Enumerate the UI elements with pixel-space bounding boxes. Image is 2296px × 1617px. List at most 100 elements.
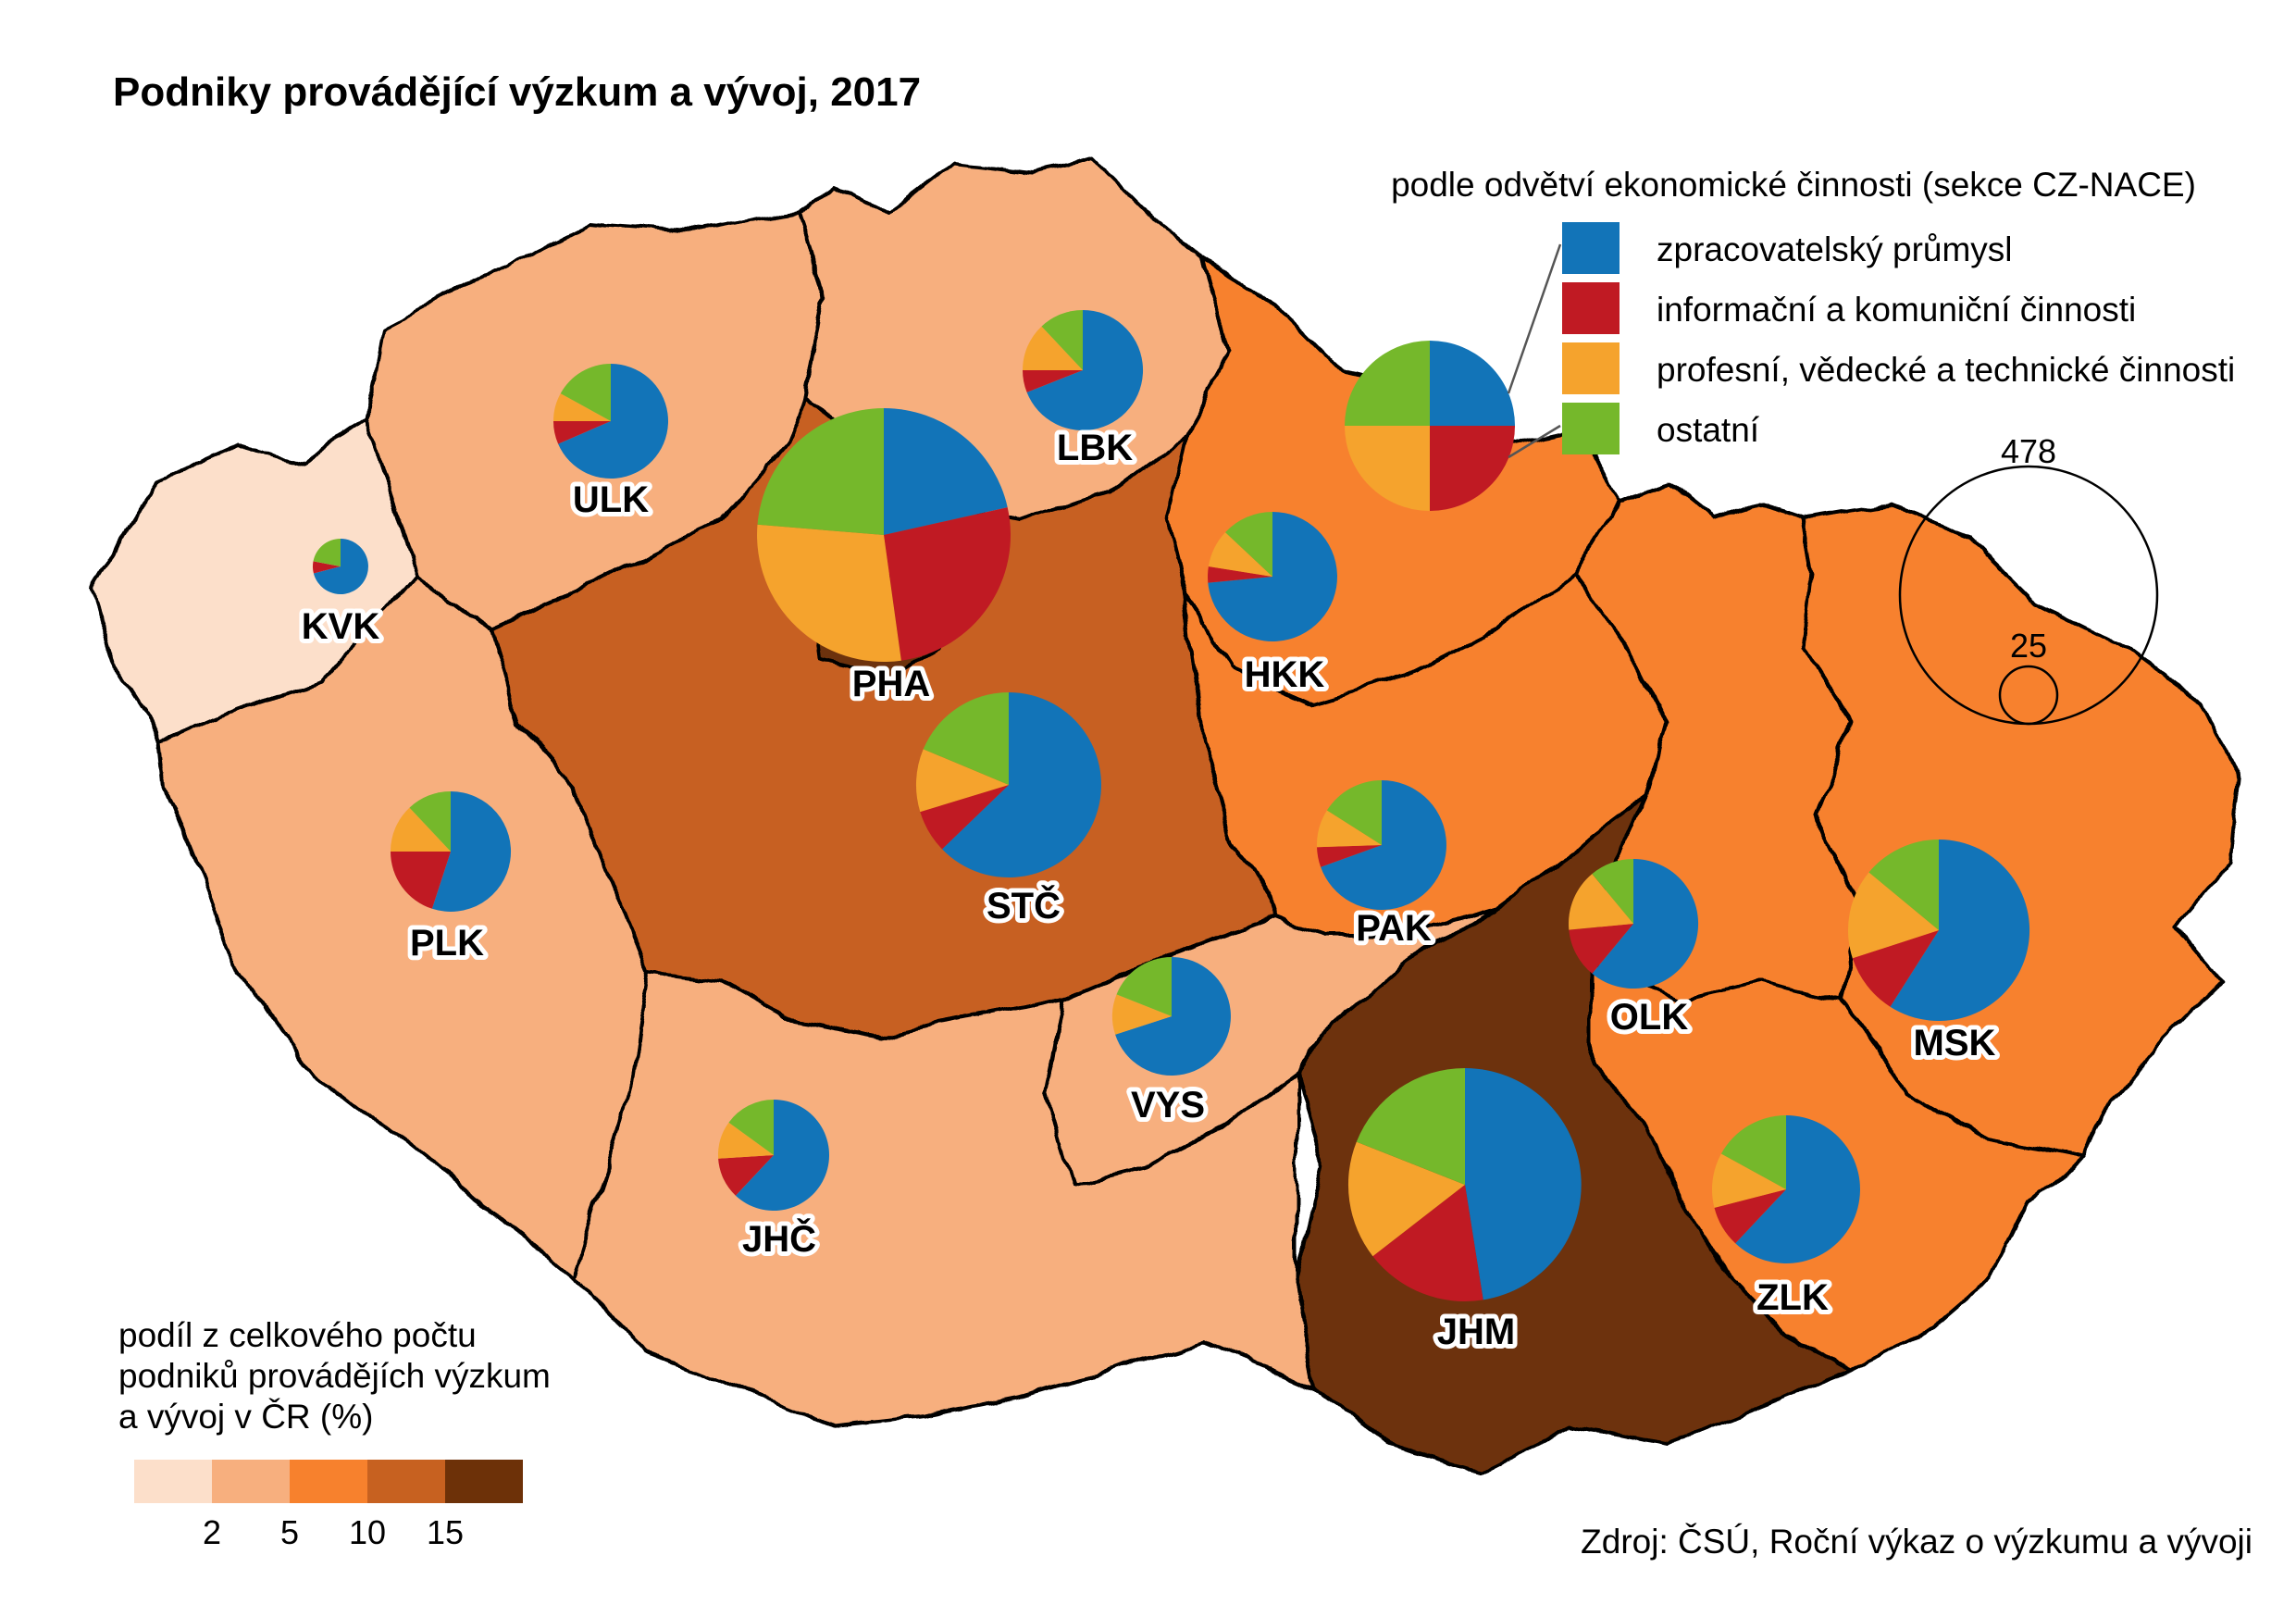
pie-PAK-slice-orange [1316, 810, 1382, 848]
size-legend: 478 25 [1898, 432, 2159, 726]
sector-legend: podle odvětví ekonomické činnosti (sekce… [1345, 166, 2235, 511]
pie-JHM-slice-orange [1347, 1141, 1465, 1257]
pie-KVK-slice-green [313, 539, 341, 566]
pie-STČ-slice-blue [942, 692, 1101, 877]
legend-swatch-red [1562, 282, 1620, 334]
pie-HKK-slice-blue [1208, 512, 1337, 641]
size-legend-small-circle [1998, 665, 2059, 726]
legend-pie-slice-green [1345, 341, 1430, 426]
pie-ULK-slice-red [553, 421, 611, 444]
pie-HKK-slice-green [1225, 512, 1272, 577]
pie-JHM-slice-blue [1465, 1068, 1582, 1300]
region-label-PHA: PHA [852, 664, 930, 704]
pie-PAK-slice-blue [1321, 780, 1446, 910]
pie-JHM-slice-red [1372, 1185, 1483, 1301]
pie-JHČ-slice-green [728, 1100, 774, 1155]
pie-PLK-slice-orange [391, 807, 451, 852]
pie-JHČ-slice-blue [735, 1100, 830, 1211]
pie-ZLK-slice-red [1714, 1189, 1786, 1244]
scale-title-line3: a vývoj v ČR (%) [118, 1398, 373, 1436]
pie-STČ-slice-red [920, 785, 1009, 850]
pie-LBK-slice-red [1023, 370, 1083, 392]
pie-ULK-slice-blue [558, 364, 669, 479]
legend-connector-line-bottom [1508, 424, 1561, 459]
legend-swatch-green [1562, 403, 1620, 454]
region-label-LBK: LBK [1057, 428, 1133, 468]
region-label-VYS: VYS [1131, 1085, 1205, 1126]
scale-swatch-2 [212, 1460, 290, 1503]
pie-MSK-slice-red [1852, 930, 1939, 1007]
legend-pie-slice-orange [1345, 426, 1430, 511]
legend-label-ict: informační a komuniční činnosti [1657, 291, 2136, 329]
legend-pie-slice-red [1430, 426, 1515, 511]
pie-JHM-slice-green [1356, 1068, 1465, 1185]
region-label-JHČ: JHČ [742, 1217, 816, 1260]
pie-ULK-slice-green [560, 364, 611, 421]
pie-VYS-slice-blue [1115, 957, 1231, 1076]
legend-pie-icon [1345, 341, 1515, 511]
legend-swatch-orange [1562, 342, 1620, 394]
scale-title-line2: podniků provádějích výzkum [118, 1357, 551, 1395]
scale-tick-5: 5 [280, 1513, 299, 1551]
pie-OLK-slice-green [1592, 859, 1633, 924]
scale-tick-10: 10 [349, 1513, 386, 1551]
scale-swatch-5 [445, 1460, 523, 1503]
pie-OLK-slice-blue [1592, 859, 1699, 989]
pie-LBK-slice-green [1041, 310, 1083, 370]
pie-PHA-slice-green [757, 408, 884, 535]
pie-ULK-slice-orange [553, 393, 611, 421]
pie-PAK-slice-red [1317, 845, 1382, 867]
pie-PAK-slice-green [1326, 780, 1382, 845]
pie-JHČ-slice-red [718, 1155, 774, 1196]
scale-swatch-3 [290, 1460, 367, 1503]
scale-colorbar: 2 5 10 15 [134, 1460, 523, 1551]
scale-title-line1: podíl z celkového počtu [118, 1316, 477, 1354]
size-legend-small-value: 25 [2010, 627, 2047, 665]
legend-label-other: ostatní [1657, 411, 1760, 449]
pie-PHA-slice-red [884, 507, 1011, 661]
legend-connector-line-top [1507, 243, 1562, 394]
region-label-HKK: HKK [1245, 654, 1325, 695]
pie-MSK-slice-blue [1890, 840, 2030, 1021]
pie-KVK-slice-blue [313, 539, 368, 594]
choropleth-scale-legend: podíl z celkového počtu podniků prováděj… [118, 1316, 551, 1551]
region-label-MSK: MSK [1914, 1023, 1996, 1063]
region-label-KVK: KVK [302, 606, 380, 647]
pie-ZLK-slice-blue [1735, 1115, 1860, 1264]
region-label-PLK: PLK [410, 923, 484, 964]
pie-PLK-slice-blue [431, 790, 512, 912]
scale-swatch-4 [367, 1460, 445, 1503]
legend-label-manufacturing: zpracovatelský průmysl [1657, 230, 2013, 268]
region-label-PAK: PAK [1356, 908, 1432, 949]
region-label-ZLK: ZLK [1756, 1277, 1829, 1318]
pie-PHA-slice-blue [884, 408, 1008, 535]
pie-STČ-slice-orange [915, 749, 1009, 813]
source-note: Zdroj: ČSÚ, Roční výkaz o výzkumu a vývo… [1581, 1523, 2253, 1561]
pie-PHA-slice-orange [757, 524, 901, 663]
pie-KVK-slice-red [312, 561, 341, 574]
sector-legend-title: podle odvětví ekonomické činnosti (sekce… [1391, 166, 2196, 204]
region-JHČ [572, 970, 1316, 1427]
scale-swatch-1 [134, 1460, 212, 1503]
pie-ZLK-slice-green [1720, 1115, 1786, 1189]
legend-pie-slice-blue [1430, 341, 1515, 426]
pie-PLK-slice-red [391, 852, 451, 909]
pie-MSK-slice-orange [1847, 872, 1939, 959]
region-label-ULK: ULK [573, 479, 649, 520]
pie-VYS-slice-orange [1111, 994, 1172, 1035]
page-title: Podniky provádějící výzkum a vývoj, 2017 [113, 69, 921, 115]
pie-LBK-slice-blue [1026, 309, 1144, 430]
region-label-STČ: STČ [987, 884, 1061, 927]
region-label-JHM: JHM [1437, 1312, 1515, 1352]
scale-tick-2: 2 [203, 1513, 221, 1551]
pie-PLK-slice-green [409, 791, 451, 852]
pie-layer [312, 309, 2030, 1301]
pie-OLK-slice-orange [1568, 874, 1633, 930]
legend-label-professional: profesní, vědecké a technické činnosti [1657, 351, 2235, 389]
pie-STČ-slice-green [923, 692, 1009, 785]
region-label-layer: KVK ULK LBK STČ PHA HKK PLK PAK OLK MSK VYS JHČ JHM Z… [297, 423, 2001, 1357]
pie-OLK-slice-red [1569, 924, 1633, 974]
pie-VYS-slice-green [1116, 957, 1172, 1016]
scale-tick-15: 15 [427, 1513, 464, 1551]
